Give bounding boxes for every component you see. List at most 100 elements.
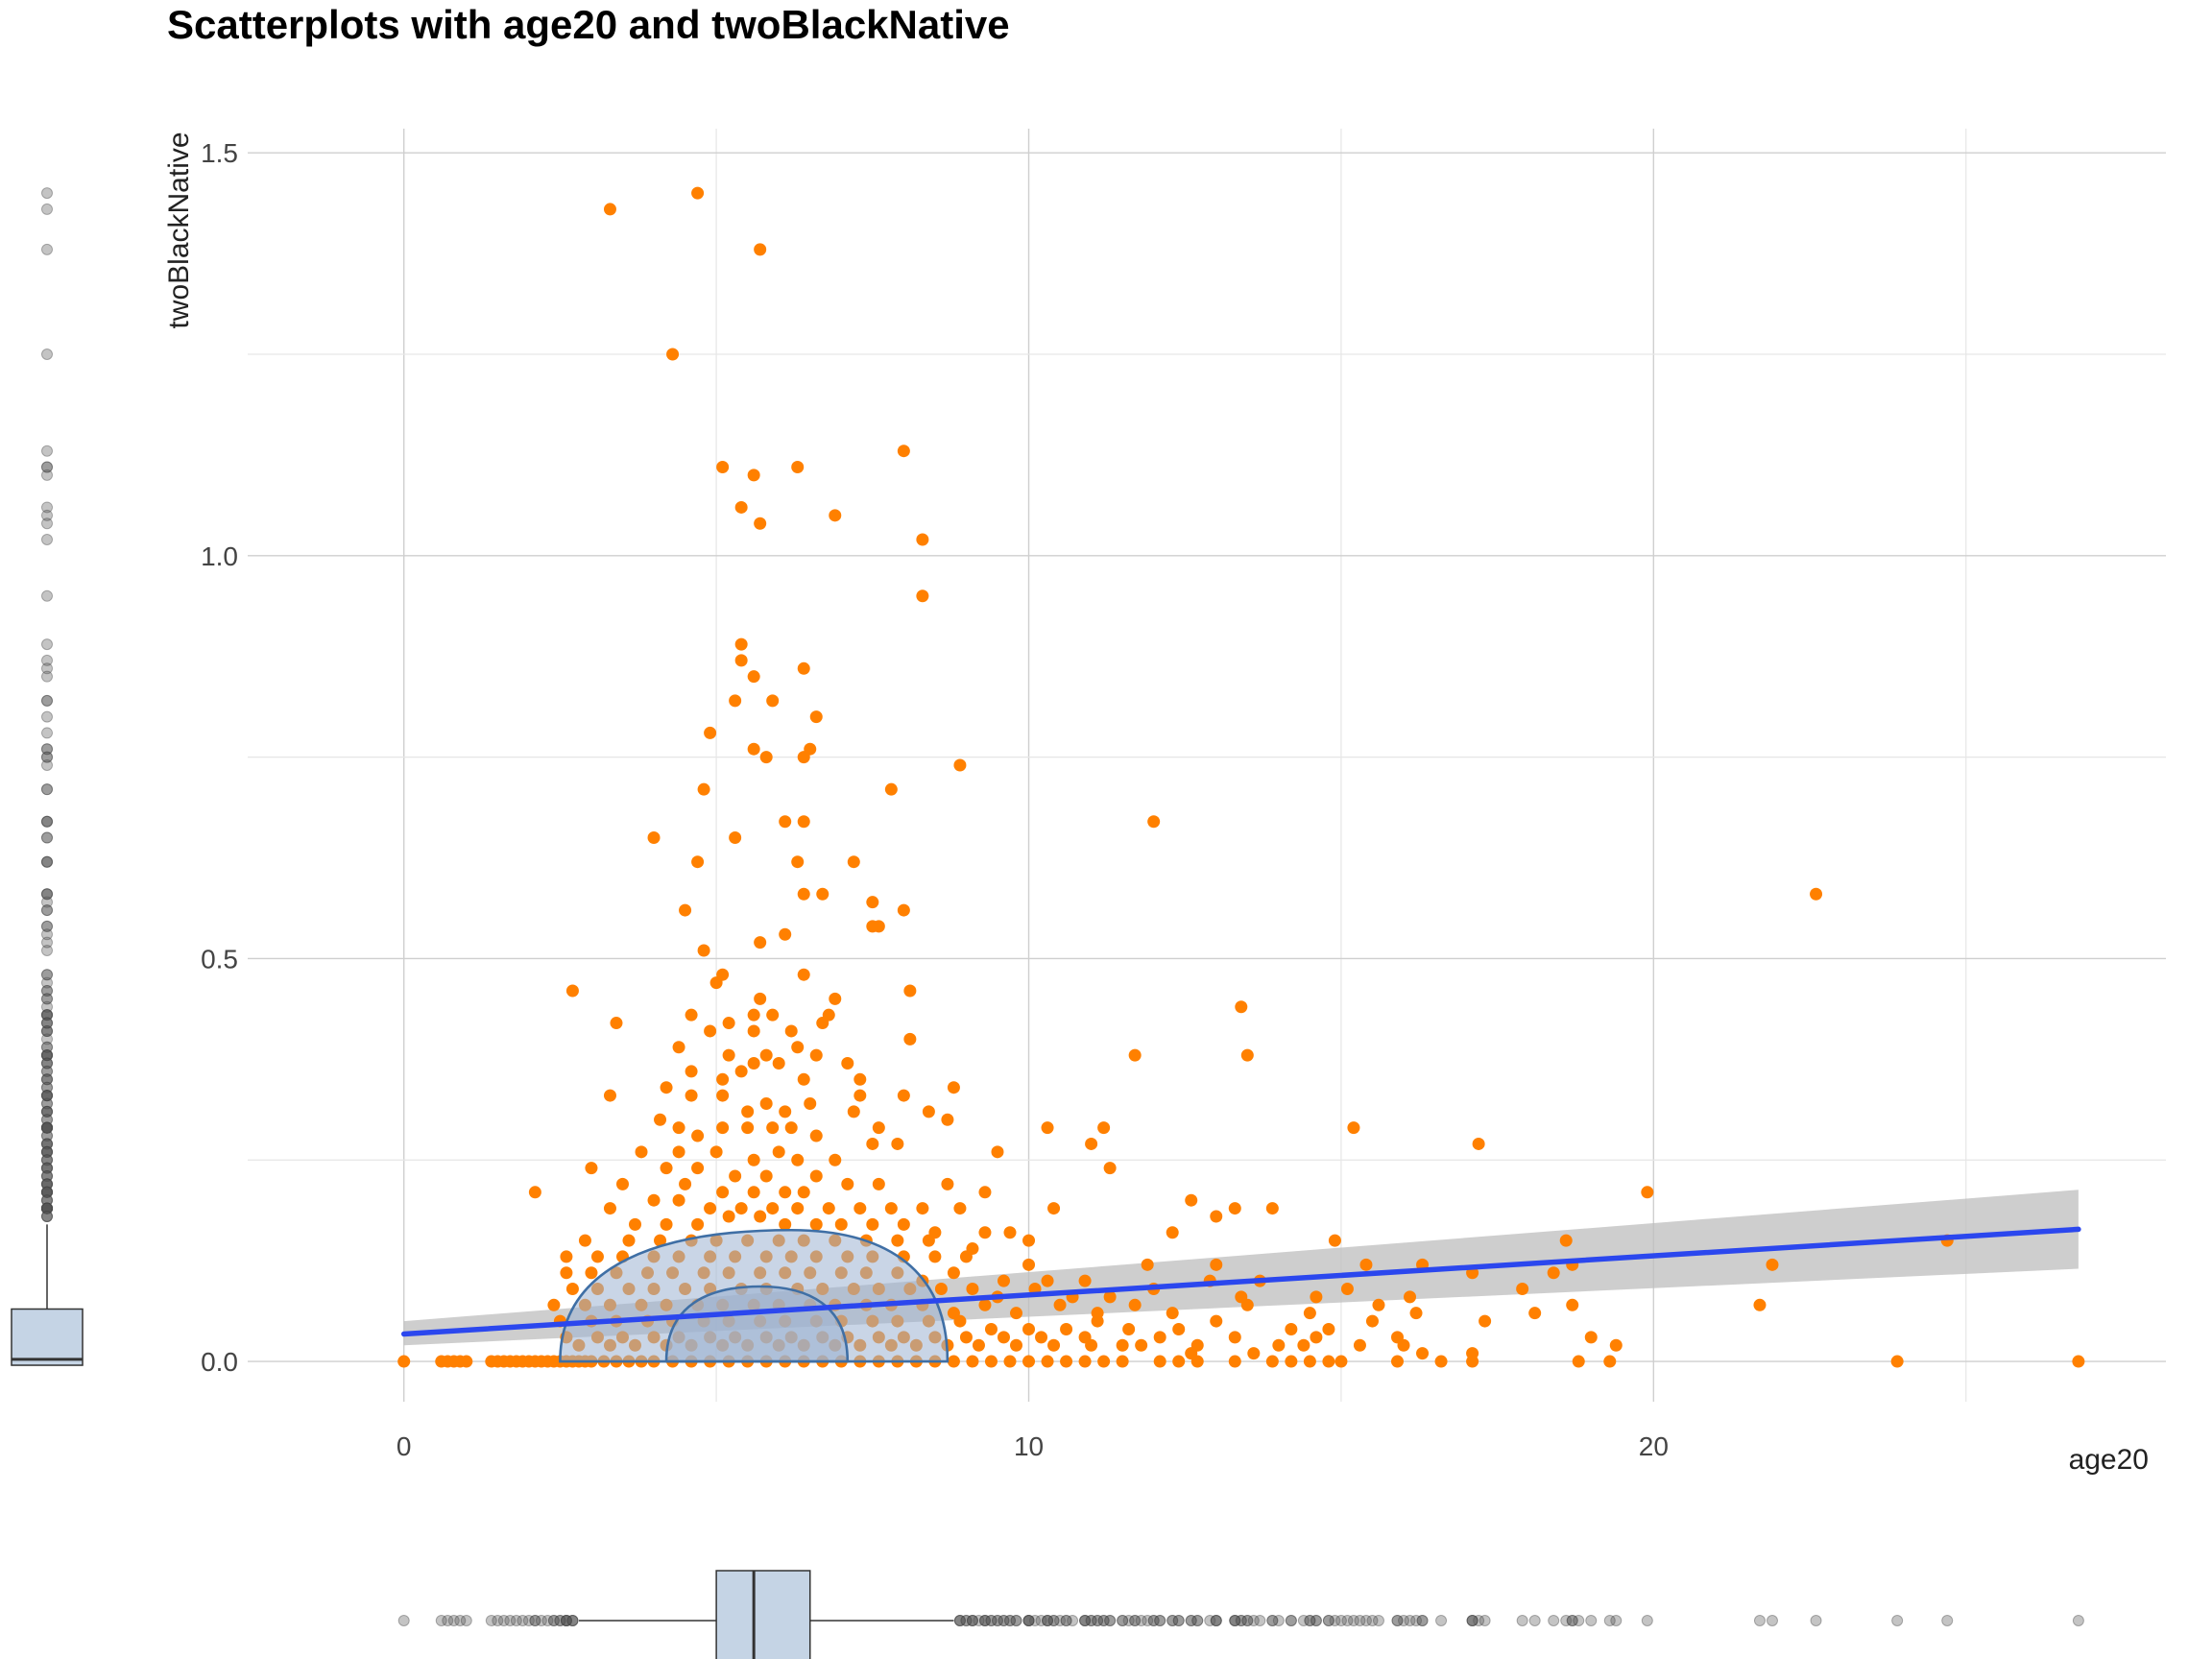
data-point xyxy=(809,710,823,724)
x-box-outlier xyxy=(978,1615,991,1626)
x-box-outlier xyxy=(1891,1615,1904,1626)
data-point xyxy=(797,968,810,981)
y-box-outlier xyxy=(41,187,53,200)
scatter-points xyxy=(397,186,2085,1368)
data-point xyxy=(891,1137,904,1150)
data-point xyxy=(1547,1266,1560,1280)
y-box-outlier xyxy=(41,1041,53,1053)
x-box-outlier xyxy=(1241,1615,1254,1626)
x-box-outlier xyxy=(978,1615,991,1626)
data-point xyxy=(766,1121,780,1135)
x-box-outlier xyxy=(554,1615,566,1626)
data-point xyxy=(697,782,710,796)
data-point xyxy=(654,1234,667,1247)
x-box-outlier xyxy=(1010,1615,1022,1626)
data-point xyxy=(610,1017,623,1030)
y-box-outlier xyxy=(41,1138,53,1150)
data-point xyxy=(872,1177,885,1190)
y-box-outlier xyxy=(41,509,53,521)
y-box-outlier xyxy=(41,1065,53,1077)
data-point xyxy=(603,1089,616,1102)
data-point xyxy=(779,927,792,941)
x-box-outlier xyxy=(1410,1615,1423,1626)
data-point xyxy=(1078,1274,1092,1287)
y-box-outlier xyxy=(41,1017,53,1029)
data-point xyxy=(685,1008,698,1022)
data-point xyxy=(947,1355,960,1368)
y-box-outlier xyxy=(41,1170,53,1183)
data-point xyxy=(660,1162,673,1175)
y-box-outlier xyxy=(41,969,53,981)
y-box-outlier xyxy=(41,904,53,917)
x-box-outlier xyxy=(397,1615,410,1626)
data-point xyxy=(560,1266,573,1280)
x-box-outlier xyxy=(1516,1615,1528,1626)
y-box-outlier xyxy=(41,654,53,666)
x-box-outlier xyxy=(1266,1615,1279,1626)
x-box-outlier xyxy=(1566,1615,1578,1626)
data-point xyxy=(772,1057,785,1070)
y-box-outlier xyxy=(41,1178,53,1190)
data-point xyxy=(841,1177,854,1190)
data-point xyxy=(834,1217,848,1231)
x-box-outlier xyxy=(1022,1615,1035,1626)
x-box-outlier xyxy=(1272,1615,1285,1626)
data-point xyxy=(1097,1121,1111,1135)
y-tick-label: 0.0 xyxy=(201,1347,238,1377)
y-box-outlier xyxy=(41,694,53,707)
data-point xyxy=(897,1089,910,1102)
x-box-outlier xyxy=(1003,1615,1016,1626)
data-point xyxy=(585,1162,598,1175)
data-point xyxy=(691,1217,705,1231)
y-box-outlier xyxy=(41,1121,53,1134)
y-box-outlier xyxy=(41,1202,53,1214)
y-box-outlier xyxy=(41,1024,53,1037)
data-point xyxy=(1190,1355,1204,1368)
y-box-outlier xyxy=(41,1009,53,1022)
x-box-outlier xyxy=(566,1615,579,1626)
data-point xyxy=(897,445,910,458)
y-tick-label: 1.5 xyxy=(201,138,238,168)
data-point xyxy=(1359,1258,1373,1271)
y-box-outlier xyxy=(41,1073,53,1086)
y-box-outlier xyxy=(41,984,53,997)
data-point xyxy=(1890,1355,1904,1368)
x-box-outlier xyxy=(1235,1615,1247,1626)
y-box-outlier xyxy=(41,1162,53,1174)
y-box-outlier xyxy=(41,831,53,844)
y-box-outlier xyxy=(41,1114,53,1126)
y-box-outlier xyxy=(41,1154,53,1166)
y-box-outlier xyxy=(41,1145,53,1158)
data-point xyxy=(754,1210,767,1223)
data-point xyxy=(997,1274,1010,1287)
data-point xyxy=(747,1008,760,1022)
data-point xyxy=(916,1202,929,1215)
y-box-outlier xyxy=(41,969,53,981)
data-point xyxy=(854,1202,867,1215)
x-box-outlier xyxy=(1172,1615,1185,1626)
x-box-outlier xyxy=(1147,1615,1160,1626)
x-box-outlier xyxy=(454,1615,467,1626)
x-box-outlier xyxy=(510,1615,522,1626)
data-point xyxy=(716,460,730,473)
data-point xyxy=(1116,1355,1129,1368)
x-box-outlier xyxy=(1085,1615,1097,1626)
y-box-outlier xyxy=(41,1210,53,1222)
x-box-outlier xyxy=(1104,1615,1117,1626)
data-point xyxy=(1272,1338,1286,1352)
fit-line xyxy=(400,1226,2081,1337)
data-point xyxy=(997,1331,1010,1344)
y-box-outlier xyxy=(41,1202,53,1214)
y-box-outlier xyxy=(41,1210,53,1222)
data-point xyxy=(679,903,692,917)
x-box-outlier xyxy=(1054,1615,1067,1626)
data-point xyxy=(1247,1347,1261,1360)
data-point xyxy=(691,186,705,200)
data-point xyxy=(1003,1355,1017,1368)
data-point xyxy=(1122,1322,1136,1335)
data-point xyxy=(1228,1355,1241,1368)
y-box-outlier xyxy=(41,1170,53,1183)
y-box-outlier xyxy=(41,638,53,651)
x-box-outlier xyxy=(1354,1615,1366,1626)
y-box-outlier xyxy=(41,1202,53,1214)
